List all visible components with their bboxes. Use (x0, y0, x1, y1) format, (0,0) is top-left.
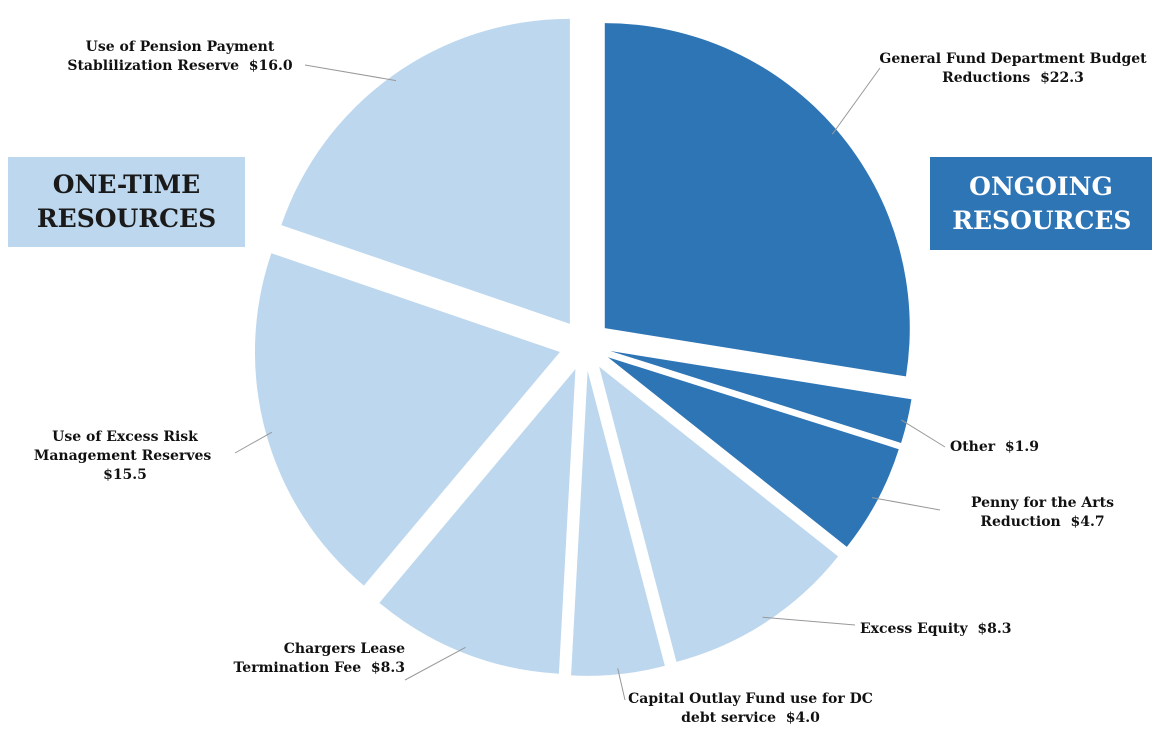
slice-label: Other $1.9 (950, 438, 1070, 457)
leader-line (762, 616, 856, 626)
slice-label: Excess Equity $8.3 (860, 620, 1060, 639)
category-label: Other (950, 439, 996, 455)
category-label: Capital Outlay Fund use for DC debt serv… (628, 691, 873, 726)
slice-label: Capital Outlay Fund use for DC debt serv… (628, 690, 873, 728)
value-label: $22.3 (1040, 70, 1084, 86)
category-label: Use of Pension Payment Stablilization Re… (67, 39, 275, 74)
value-label: $8.3 (977, 621, 1012, 637)
pie-slice (571, 370, 665, 676)
annotation-text: ONGOING RESOURCES (952, 171, 1132, 235)
category-label: Penny for the Arts Reduction (970, 495, 1115, 530)
value-label: $8.3 (370, 660, 405, 676)
leader-line (404, 646, 466, 681)
slice-label: Chargers Lease Termination Fee $8.3 (195, 640, 406, 678)
value-label: $4.7 (1070, 514, 1105, 530)
annotation-box: ONE-TIME RESOURCES (8, 157, 245, 247)
slice-label: General Fund Department Budget Reduction… (878, 50, 1148, 88)
leader-line (900, 419, 946, 448)
value-label: $16.0 (248, 58, 293, 74)
value-label: $4.0 (785, 710, 820, 726)
pie-slice (281, 18, 570, 324)
pie-slice (599, 366, 839, 662)
leader-line (871, 497, 941, 511)
leader-line (304, 64, 397, 82)
pie-slice (610, 350, 912, 443)
leader-line (831, 67, 881, 135)
annotation-text: ONE-TIME RESOURCES (36, 170, 217, 233)
category-label: General Fund Department Budget Reduction… (879, 51, 1147, 86)
slice-label: Use of Pension Payment Stablilization Re… (55, 38, 305, 76)
pie-slice (379, 369, 576, 674)
value-label: $1.9 (1004, 439, 1039, 455)
category-label: Use of Excess Risk Management Reserves (33, 429, 212, 464)
pie-slice (254, 253, 560, 586)
slice-label: Use of Excess Risk Management Reserves $… (15, 428, 235, 485)
category-label: Chargers Lease Termination Fee (233, 641, 406, 676)
slice-label: Penny for the Arts Reduction $4.7 (940, 494, 1145, 532)
pie-slice (607, 357, 899, 547)
leader-line (234, 431, 273, 454)
leader-line (617, 668, 626, 701)
pie-slice (604, 23, 910, 377)
category-label: Excess Equity (860, 621, 968, 637)
annotation-box: ONGOING RESOURCES (930, 157, 1152, 250)
value-label: $15.5 (103, 467, 147, 483)
